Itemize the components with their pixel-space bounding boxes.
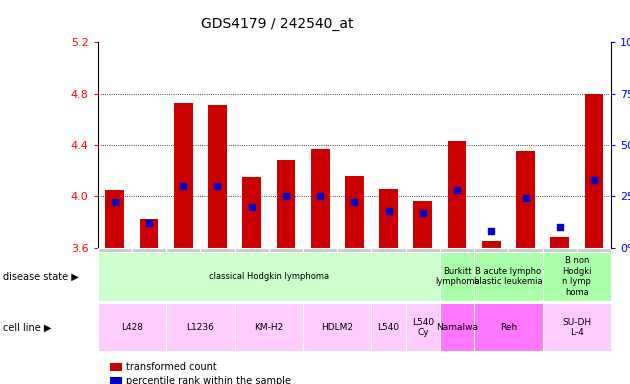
Text: GSM499723: GSM499723 [247, 250, 256, 297]
Text: L428: L428 [121, 323, 143, 332]
FancyBboxPatch shape [166, 303, 234, 351]
FancyBboxPatch shape [577, 248, 611, 300]
Bar [448, 141, 466, 248]
FancyBboxPatch shape [440, 252, 474, 301]
FancyBboxPatch shape [234, 248, 269, 300]
FancyBboxPatch shape [406, 248, 440, 300]
FancyBboxPatch shape [98, 252, 440, 301]
FancyBboxPatch shape [269, 248, 303, 300]
Text: percentile rank within the sample: percentile rank within the sample [126, 376, 291, 384]
FancyBboxPatch shape [132, 248, 166, 300]
Text: B acute lympho
blastic leukemia: B acute lympho blastic leukemia [474, 267, 542, 286]
Bar [345, 176, 364, 248]
FancyBboxPatch shape [372, 303, 406, 351]
FancyBboxPatch shape [542, 303, 611, 351]
FancyBboxPatch shape [234, 303, 303, 351]
Text: L1236: L1236 [186, 323, 214, 332]
Text: GSM499721: GSM499721 [110, 250, 119, 297]
FancyBboxPatch shape [474, 303, 542, 351]
Text: disease state ▶: disease state ▶ [3, 271, 79, 281]
Text: GSM499732: GSM499732 [350, 250, 359, 297]
Bar [516, 151, 535, 248]
Text: GSM499734: GSM499734 [487, 250, 496, 297]
Bar [105, 190, 124, 248]
Text: GSM499729: GSM499729 [144, 250, 154, 297]
FancyBboxPatch shape [406, 303, 440, 351]
Text: classical Hodgkin lymphoma: classical Hodgkin lymphoma [209, 272, 329, 281]
FancyBboxPatch shape [303, 248, 337, 300]
FancyBboxPatch shape [98, 303, 166, 351]
Bar [311, 149, 329, 248]
Bar [585, 94, 604, 248]
Text: transformed count: transformed count [126, 362, 217, 372]
Text: GSM499731: GSM499731 [282, 250, 290, 297]
Text: cell line ▶: cell line ▶ [3, 322, 52, 333]
Bar [482, 241, 501, 248]
Text: GDS4179 / 242540_at: GDS4179 / 242540_at [201, 17, 353, 31]
Text: Reh: Reh [500, 323, 517, 332]
FancyBboxPatch shape [98, 248, 132, 300]
Text: L540: L540 [377, 323, 399, 332]
FancyBboxPatch shape [542, 248, 577, 300]
Text: KM-H2: KM-H2 [254, 323, 284, 332]
Text: GSM499735: GSM499735 [590, 250, 598, 297]
Text: GSM499722: GSM499722 [179, 250, 188, 297]
Text: GSM499725: GSM499725 [384, 250, 393, 297]
FancyBboxPatch shape [372, 248, 406, 300]
Bar [243, 177, 261, 248]
FancyBboxPatch shape [474, 252, 542, 301]
Text: GSM499728: GSM499728 [452, 250, 462, 297]
Text: GSM499724: GSM499724 [316, 250, 324, 297]
FancyBboxPatch shape [166, 248, 200, 300]
Bar [379, 189, 398, 248]
FancyBboxPatch shape [474, 248, 508, 300]
Bar [413, 202, 432, 248]
Bar [174, 103, 193, 248]
Text: Burkitt
lymphoma: Burkitt lymphoma [435, 267, 479, 286]
FancyBboxPatch shape [542, 252, 611, 301]
Text: GSM499727: GSM499727 [521, 250, 530, 297]
Bar [140, 219, 158, 248]
Text: GSM499726: GSM499726 [418, 250, 427, 297]
FancyBboxPatch shape [337, 248, 372, 300]
Text: HDLM2: HDLM2 [321, 323, 353, 332]
Text: GSM499730: GSM499730 [213, 250, 222, 297]
FancyBboxPatch shape [200, 248, 234, 300]
FancyBboxPatch shape [440, 248, 474, 300]
FancyBboxPatch shape [303, 303, 372, 351]
Text: B non
Hodgki
n lymp
homa: B non Hodgki n lymp homa [562, 257, 592, 296]
Bar [277, 161, 295, 248]
Text: SU-DH
L-4: SU-DH L-4 [563, 318, 592, 337]
Text: L540
Cy: L540 Cy [412, 318, 434, 337]
Bar [208, 105, 227, 248]
Bar [551, 237, 569, 248]
FancyBboxPatch shape [440, 303, 474, 351]
Text: Namalwa: Namalwa [436, 323, 478, 332]
Text: GSM499733: GSM499733 [555, 250, 564, 297]
FancyBboxPatch shape [508, 248, 542, 300]
